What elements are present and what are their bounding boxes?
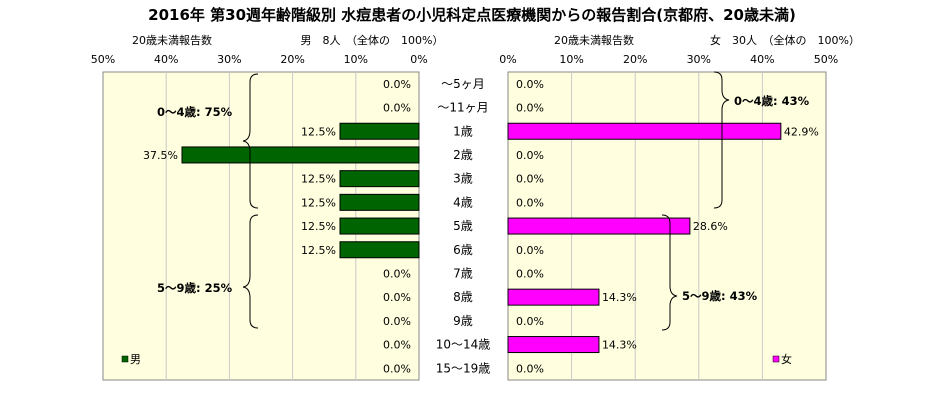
right-tick-label: 30% — [687, 53, 711, 66]
category-label: 9歳 — [453, 314, 473, 328]
category-label: 5歳 — [453, 219, 473, 233]
male-data-label: 0.0% — [383, 339, 411, 352]
female-bar — [507, 336, 600, 354]
male-data-label: 0.0% — [383, 267, 411, 280]
male-data-label: 12.5% — [301, 244, 336, 257]
female-data-label: 14.3% — [602, 291, 637, 304]
legend-male-swatch — [121, 355, 129, 363]
female-bar — [507, 122, 782, 140]
legend-male-label: 男 — [130, 353, 141, 366]
category-label: 6歳 — [453, 243, 473, 257]
category-label: ～5ヶ月 — [441, 77, 485, 91]
category-label: ～11ヶ月 — [437, 101, 488, 115]
male-bracket-5-9 — [242, 214, 259, 329]
category-label: 7歳 — [453, 266, 473, 280]
male-data-label: 12.5% — [301, 125, 336, 138]
left-tick-label: 30% — [217, 53, 241, 66]
male-bar — [339, 122, 420, 140]
male-data-label: 37.5% — [143, 149, 178, 162]
category-label: 10～14歳 — [436, 338, 491, 352]
male-data-label: 0.0% — [383, 362, 411, 375]
female-data-label: 0.0% — [516, 149, 544, 162]
left-subtitle-total: 男 8人 （全体の 100%） — [301, 33, 444, 47]
female-data-label: 0.0% — [516, 315, 544, 328]
female-data-label: 42.9% — [784, 125, 819, 138]
left-tick-label: 20% — [280, 53, 304, 66]
male-data-label: 0.0% — [383, 78, 411, 91]
right-tick-label: 20% — [623, 53, 647, 66]
female-data-label: 0.0% — [516, 102, 544, 115]
left-tick-label: 10% — [344, 53, 368, 66]
right-tick-label: 10% — [559, 53, 583, 66]
male-bar — [339, 241, 420, 259]
female-data-label: 0.0% — [516, 196, 544, 209]
male-bar — [181, 146, 420, 164]
female-bracket-0-4 — [713, 71, 730, 209]
male-bracket-5-9-label: 5～9歳: 25% — [157, 281, 233, 295]
male-data-label: 0.0% — [383, 315, 411, 328]
legend-female-swatch — [772, 355, 780, 363]
chart-title: 2016年 第30週年齢階級別 水痘患者の小児科定点医療機関からの報告割合(京都… — [148, 6, 796, 24]
left-tick-label: 0% — [410, 53, 427, 66]
female-data-label: 0.0% — [516, 362, 544, 375]
left-tick-label: 50% — [91, 53, 115, 66]
right-tick-label: 0% — [499, 53, 516, 66]
female-bracket-5-9 — [661, 214, 678, 331]
female-bracket-0-4-label: 0～4歳: 43% — [734, 94, 810, 108]
female-data-label: 0.0% — [516, 173, 544, 186]
male-data-label: 12.5% — [301, 220, 336, 233]
female-bar — [507, 288, 600, 306]
male-data-label: 0.0% — [383, 291, 411, 304]
male-data-label: 0.0% — [383, 102, 411, 115]
female-data-label: 28.6% — [693, 220, 728, 233]
male-data-label: 12.5% — [301, 173, 336, 186]
category-label: 8歳 — [453, 290, 473, 304]
male-bracket-0-4-label: 0～4歳: 75% — [157, 105, 233, 119]
male-bar — [339, 217, 420, 235]
right-tick-label: 50% — [814, 53, 838, 66]
male-bar — [339, 193, 420, 211]
right-subtitle-total: 女 30人 （全体の 100%） — [710, 33, 860, 47]
left-tick-label: 40% — [154, 53, 178, 66]
category-label: 4歳 — [453, 195, 473, 209]
male-data-label: 12.5% — [301, 196, 336, 209]
male-bar — [339, 170, 420, 188]
male-bracket-0-4 — [242, 73, 259, 209]
female-data-label: 0.0% — [516, 78, 544, 91]
left-subtitle-count: 20歳未満報告数 — [132, 34, 212, 47]
category-label: 2歳 — [453, 148, 473, 162]
female-bracket-5-9-label: 5～9歳: 43% — [682, 289, 758, 303]
category-label: 1歳 — [453, 124, 473, 138]
legend-female-label: 女 — [781, 352, 792, 366]
right-subtitle-count: 20歳未満報告数 — [554, 34, 634, 47]
female-data-label: 0.0% — [516, 267, 544, 280]
female-bar — [507, 217, 691, 235]
category-label: 15～19歳 — [436, 361, 491, 375]
category-label: 3歳 — [453, 172, 473, 186]
right-tick-label: 40% — [750, 53, 774, 66]
female-data-label: 14.3% — [602, 339, 637, 352]
female-data-label: 0.0% — [516, 244, 544, 257]
